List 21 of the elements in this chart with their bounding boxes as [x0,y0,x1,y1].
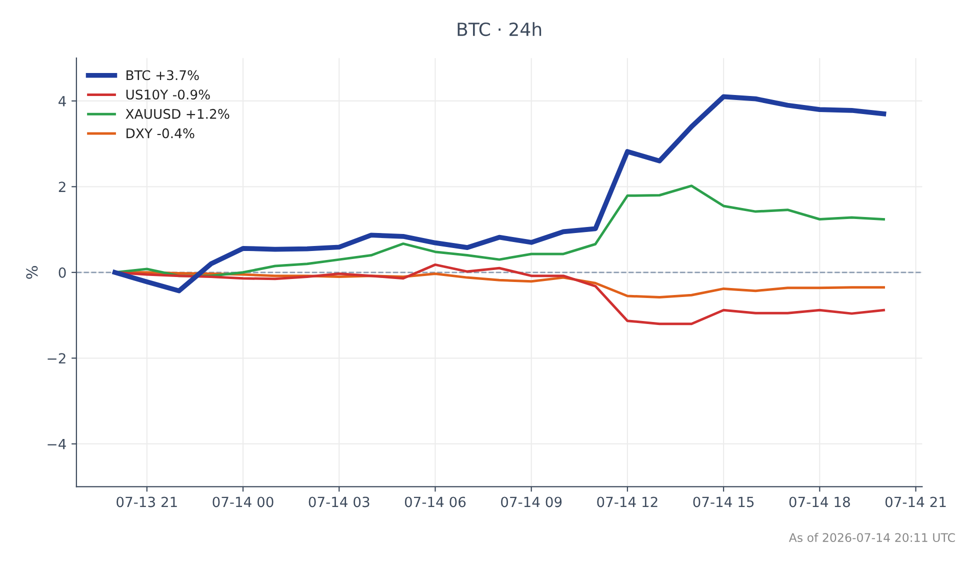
y-tick-label: 2 [58,182,66,192]
x-tick-label: 07-14 03 [308,496,370,508]
x-tick-label: 07-14 18 [789,496,850,508]
legend-label: BTC +3.7% [126,70,199,80]
y-tick-label: 4 [58,96,66,106]
legend-label: DXY -0.4% [126,128,194,138]
legend-label: XAUUSD +1.2% [126,108,230,119]
y-tick-label: −2 [48,353,66,364]
x-tick-label: 07-14 12 [597,496,658,508]
x-tick-label: 07-13 21 [116,496,177,508]
x-tick-label: 07-14 06 [404,496,466,508]
x-tick-label: 07-14 09 [501,496,562,508]
text: As of 2026-07-14 20:11 UTC [788,532,955,542]
x-tick-label: 07-14 15 [693,496,754,508]
chart-title: BTC · 24h [458,22,542,36]
x-tick-label: 07-14 21 [885,496,946,508]
y-tick-label: 0 [58,267,66,278]
legend-label: US10Y -0.9% [126,90,210,100]
y-tick-label: −4 [48,439,66,450]
x-tick-label: 07-14 00 [212,496,274,508]
y-axis-title: % [26,266,38,279]
